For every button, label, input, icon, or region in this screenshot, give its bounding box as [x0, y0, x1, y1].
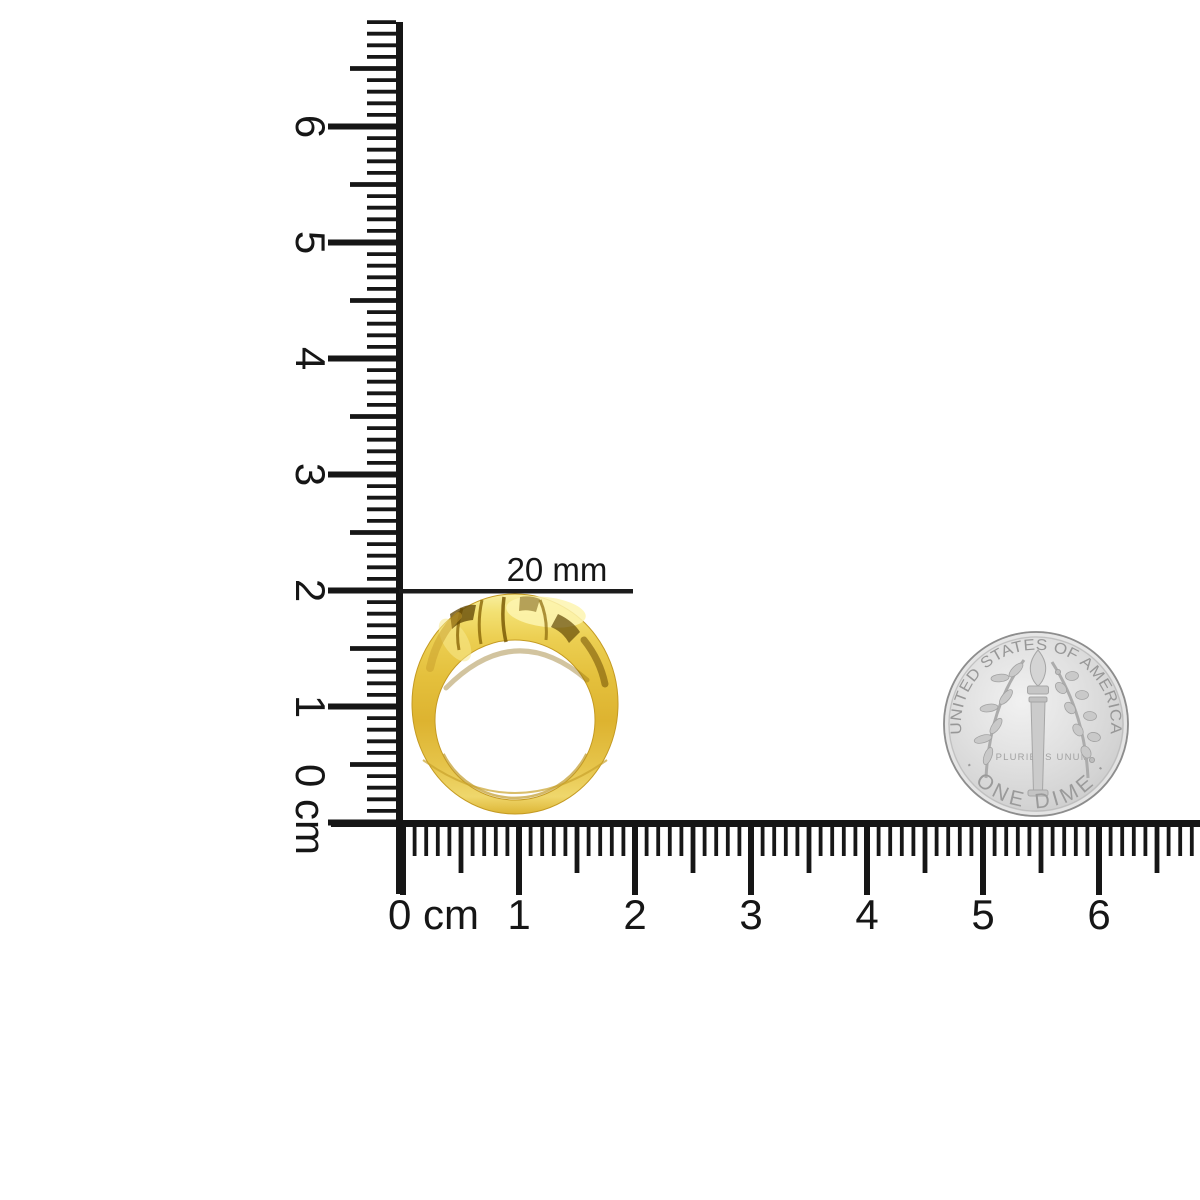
vertical-ruler: 6 5 4 3 2 1 0 cm — [287, 20, 403, 894]
ring-inner-shadow — [443, 648, 590, 691]
dimension-label: 20 mm — [507, 551, 608, 588]
vertical-ruler-zero-label: 0 cm — [287, 764, 334, 855]
horizontal-ruler-number-5: 5 — [971, 891, 994, 938]
dimension-annotation: 20 mm — [399, 551, 633, 594]
gold-ring — [411, 593, 619, 815]
horizontal-ruler-line — [331, 820, 1200, 827]
horizontal-ruler-number-6: 6 — [1087, 891, 1110, 938]
coin-rim-line — [948, 636, 1124, 812]
vertical-ruler-ticks — [328, 20, 396, 826]
dime-coin: UNITED STATES OF AMERICA E PLURIBUS UNUM — [943, 631, 1129, 817]
ring-shade-left — [426, 612, 462, 672]
vertical-ruler-number-1: 1 — [287, 695, 334, 718]
horizontal-ruler-zero-label: 0 cm — [388, 891, 479, 938]
olive-branch-icon — [973, 659, 1026, 779]
dimension-line — [399, 589, 633, 594]
horizontal-ruler-number-2: 2 — [623, 891, 646, 938]
horizontal-ruler-labels: 1 2 3 4 5 6 0 cm — [388, 891, 1111, 938]
vertical-ruler-number-2: 2 — [287, 579, 334, 602]
ring-outer-bottom-edge — [422, 759, 608, 794]
coin-rim-highlight — [945, 633, 1127, 815]
horizontal-ruler: 1 2 3 4 5 6 0 cm — [331, 820, 1200, 938]
vertical-ruler-number-4: 4 — [287, 347, 334, 370]
ring-inner-bottom-edge — [442, 753, 588, 800]
horizontal-ruler-number-1: 1 — [507, 891, 530, 938]
horizontal-ruler-number-4: 4 — [855, 891, 878, 938]
ring-groove — [538, 599, 548, 641]
vertical-ruler-labels: 6 5 4 3 2 1 0 cm — [287, 115, 334, 855]
ring-crevice-right — [551, 614, 580, 643]
horizontal-ruler-ticks — [400, 827, 1194, 895]
ring-crevice-top — [519, 596, 540, 612]
vertical-ruler-number-6: 6 — [287, 115, 334, 138]
vertical-ruler-number-5: 5 — [287, 231, 334, 254]
ring-groove — [477, 599, 484, 645]
vertical-ruler-line — [396, 22, 403, 894]
coin-edge — [943, 631, 1129, 817]
oak-branch-icon — [1050, 661, 1101, 779]
horizontal-ruler-number-3: 3 — [739, 891, 762, 938]
ring-groove — [501, 596, 508, 643]
ring-crevice-right-deep — [580, 636, 609, 688]
vertical-ruler-number-3: 3 — [287, 463, 334, 486]
torch-icon — [1027, 649, 1049, 797]
